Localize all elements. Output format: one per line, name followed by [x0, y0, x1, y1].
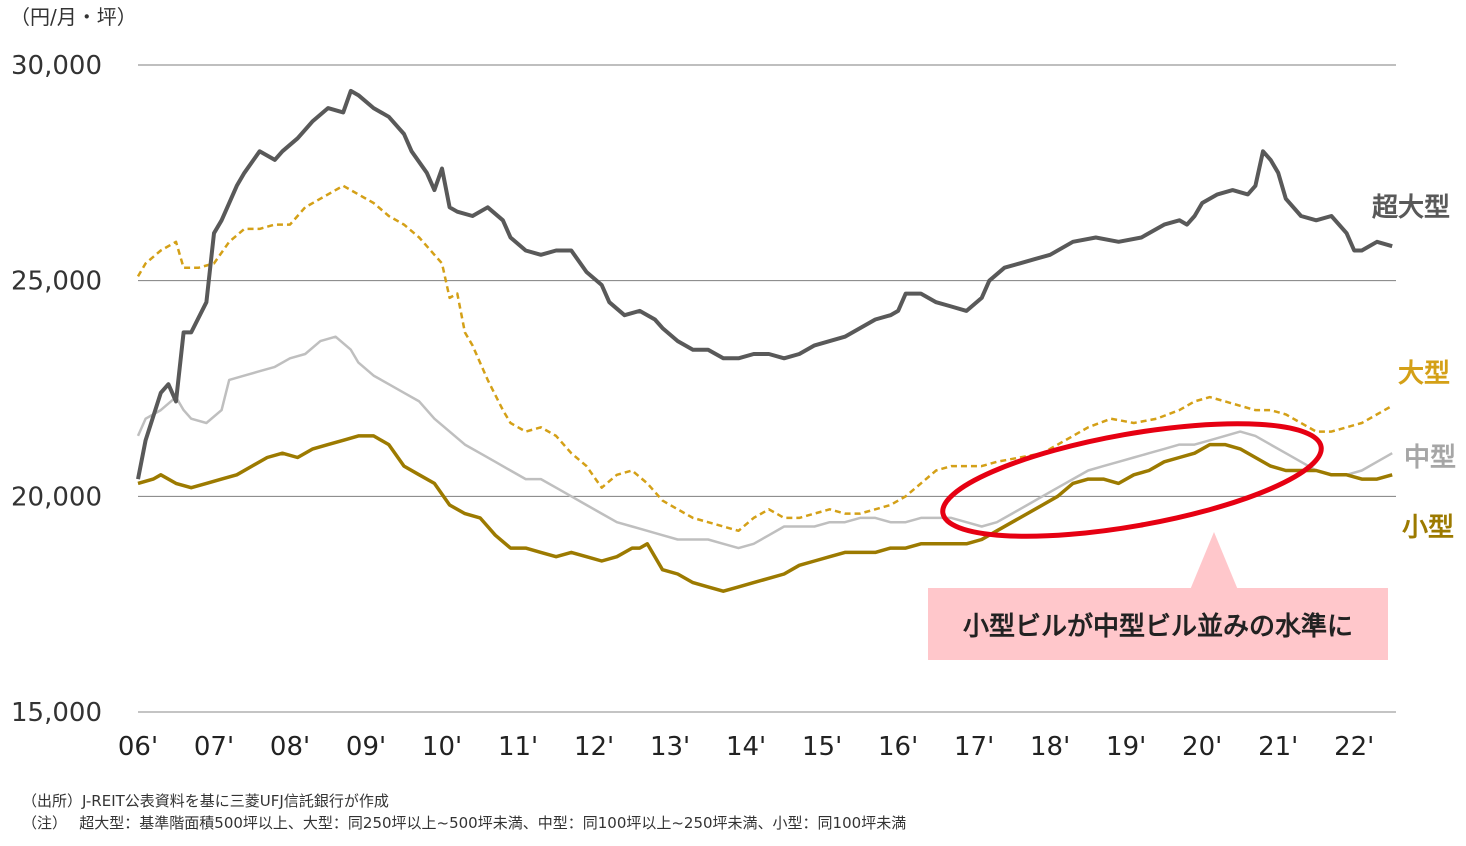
- y-tick-label: 20,000: [11, 482, 102, 512]
- x-tick-label: 06': [118, 732, 158, 762]
- x-tick-label: 22': [1334, 732, 1374, 762]
- x-tick-label: 16': [878, 732, 918, 762]
- y-unit-label: （円/月・坪）: [10, 5, 137, 29]
- y-tick-label: 30,000: [11, 51, 102, 81]
- series-line-2: [136, 335, 1393, 550]
- x-tick-label: 18': [1030, 732, 1070, 762]
- x-tick-label: 11': [498, 732, 538, 762]
- x-tick-label: 20': [1182, 732, 1222, 762]
- callout-box: 小型ビルが中型ビル並みの水準に: [928, 588, 1388, 660]
- x-tick-label: 15': [802, 732, 842, 762]
- x-axis-ticks: 06' 07' 08' 09' 10' 11' 12' 13' 14' 15' 16' 17' 18' 1…: [118, 732, 1374, 762]
- series-lines: [136, 88, 1393, 593]
- series-label: 中型: [1404, 443, 1456, 473]
- series-label: 小型: [1402, 513, 1454, 543]
- x-tick-label: 08': [270, 732, 310, 762]
- y-axis-ticks: 15,000 20,000 25,000 30,000: [11, 51, 102, 728]
- series-label: 超大型: [1372, 193, 1450, 223]
- source-note: （出所）J-REIT公表資料を基に三菱UFJ信託銀行が作成: [22, 792, 389, 810]
- x-tick-label: 13': [650, 732, 690, 762]
- series-line-3: [137, 434, 1393, 593]
- y-tick-label: 15,000: [11, 698, 102, 728]
- callout-pointer: [1190, 532, 1238, 590]
- x-tick-label: 17': [954, 732, 994, 762]
- x-tick-label: 12': [574, 732, 614, 762]
- x-tick-label: 21': [1258, 732, 1298, 762]
- gridlines: [138, 64, 1396, 713]
- y-tick-label: 25,000: [11, 267, 102, 297]
- x-tick-label: 14': [726, 732, 766, 762]
- x-tick-label: 09': [346, 732, 386, 762]
- highlight-ellipse: [940, 421, 1324, 539]
- definition-note: （注） 超大型：基準階面積500坪以上、大型：同250坪以上~500坪未満、中型…: [22, 814, 907, 832]
- x-tick-label: 07': [194, 732, 234, 762]
- callout-text: 小型ビルが中型ビル並みの水準に: [962, 611, 1353, 642]
- series-line-1: [136, 184, 1393, 533]
- x-tick-label: 19': [1106, 732, 1146, 762]
- x-tick-label: 10': [422, 732, 462, 762]
- series-label: 大型: [1398, 359, 1450, 389]
- series-line-0: [136, 88, 1393, 480]
